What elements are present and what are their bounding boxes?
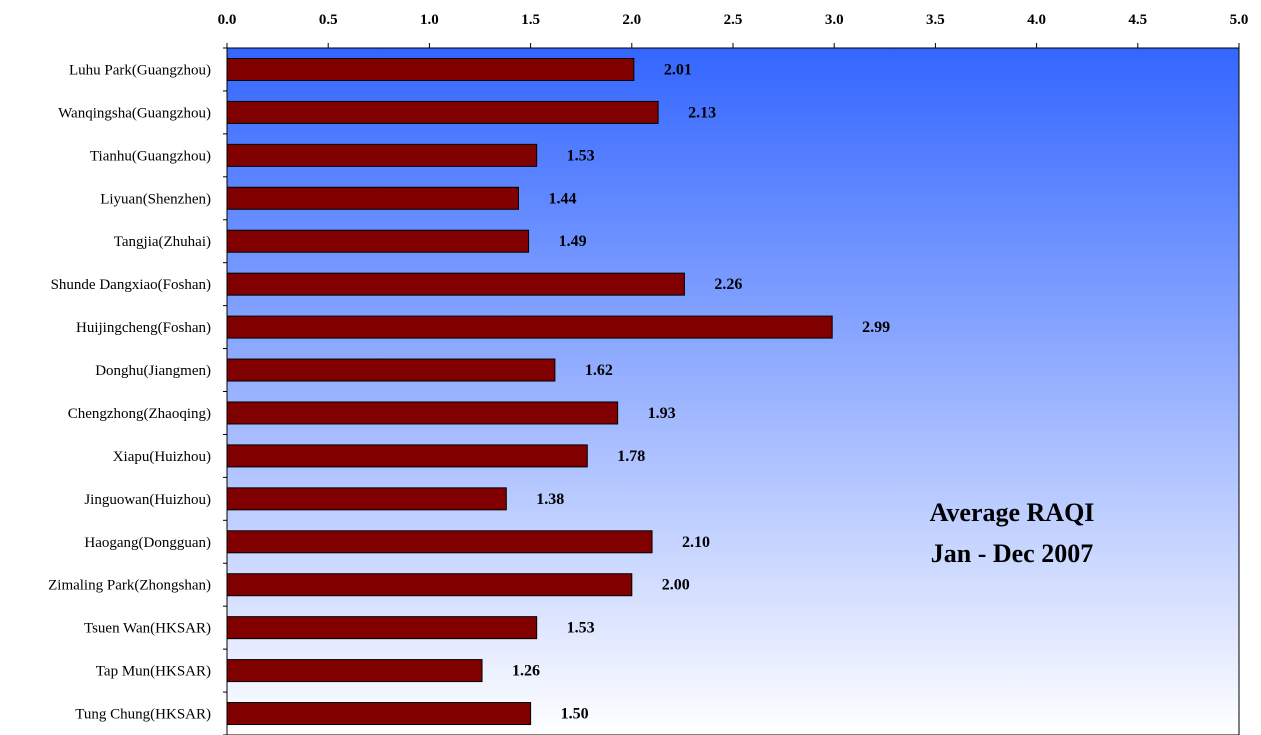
x-tick-label: 0.0 [218,12,237,28]
category-label: Wanqingsha(Guangzhou) [58,105,211,121]
bar [226,487,507,511]
bar [226,186,519,210]
data-label: 1.50 [561,706,589,723]
x-tick-label: 3.0 [825,12,844,28]
annotation-line-2: Jan - Dec 2007 [931,539,1093,568]
data-label: 2.10 [682,534,710,551]
bar [226,100,659,124]
x-tick-label: 4.5 [1128,12,1147,28]
category-label: Tung Chung(HKSAR) [75,707,211,723]
bar [226,229,530,253]
data-label: 1.53 [567,147,595,164]
data-label: 1.53 [567,620,595,637]
bar [226,659,483,683]
x-tick-label: 5.0 [1230,12,1249,28]
bar [226,272,685,296]
category-label: Tianhu(Guangzhou) [90,148,211,164]
bar [226,616,538,640]
bar [226,143,538,167]
data-label: 1.78 [617,448,645,465]
data-label: 2.99 [862,319,890,336]
bars [226,57,833,726]
category-label: Tangjia(Zhuhai) [114,234,211,250]
bar [226,702,532,726]
bar [226,57,635,81]
bar [226,573,633,597]
bar [226,315,833,339]
bar [226,444,588,468]
x-axis-ticks: 0.0 0.5 1.0 1.5 2.0 2.5 3.0 3.5 4.0 4.5 5.0 [218,12,1249,48]
data-labels: 2.01 2.13 1.53 1.44 1.49 2.26 2.99 1.62 1.93 1.78… [512,61,890,722]
category-label: Liyuan(Shenzhen) [100,191,211,207]
x-tick-label: 1.5 [521,12,540,28]
x-tick-label: 4.0 [1027,12,1046,28]
data-label: 1.38 [536,491,564,508]
data-label: 1.93 [648,405,676,422]
data-label: 1.62 [585,362,613,379]
bar [226,401,619,425]
data-label: 1.44 [548,190,576,207]
x-tick-label: 0.5 [319,12,338,28]
annotation-line-1: Average RAQI [930,498,1095,527]
data-label: 2.01 [664,61,692,78]
category-label: Xiapu(Huizhou) [113,449,211,465]
x-tick-label: 2.0 [622,12,641,28]
x-tick-label: 2.5 [724,12,743,28]
data-label: 2.00 [662,577,690,594]
category-axis: Luhu Park(Guangzhou) Wanqingsha(Guangzhou… [48,47,227,735]
x-tick-label: 3.5 [926,12,945,28]
bar [226,530,653,554]
data-label: 1.26 [512,663,540,680]
category-label: Tsuen Wan(HKSAR) [84,621,211,637]
bar [226,358,556,382]
data-label: 2.26 [714,276,742,293]
category-label: Shunde Dangxiao(Foshan) [51,277,211,293]
category-label: Chengzhong(Zhaoqing) [68,406,211,422]
category-label: Jinguowan(Huizhou) [84,492,211,508]
category-label: Huijingcheng(Foshan) [76,320,211,336]
data-label: 1.49 [559,233,587,250]
x-tick-label: 1.0 [420,12,439,28]
data-label: 2.13 [688,104,716,121]
category-label: Luhu Park(Guangzhou) [69,62,211,78]
category-label: Donghu(Jiangmen) [95,363,211,379]
category-label: Haogang(Dongguan) [84,535,211,551]
category-label: Tap Mun(HKSAR) [96,664,211,680]
category-label: Zimaling Park(Zhongshan) [48,578,211,594]
